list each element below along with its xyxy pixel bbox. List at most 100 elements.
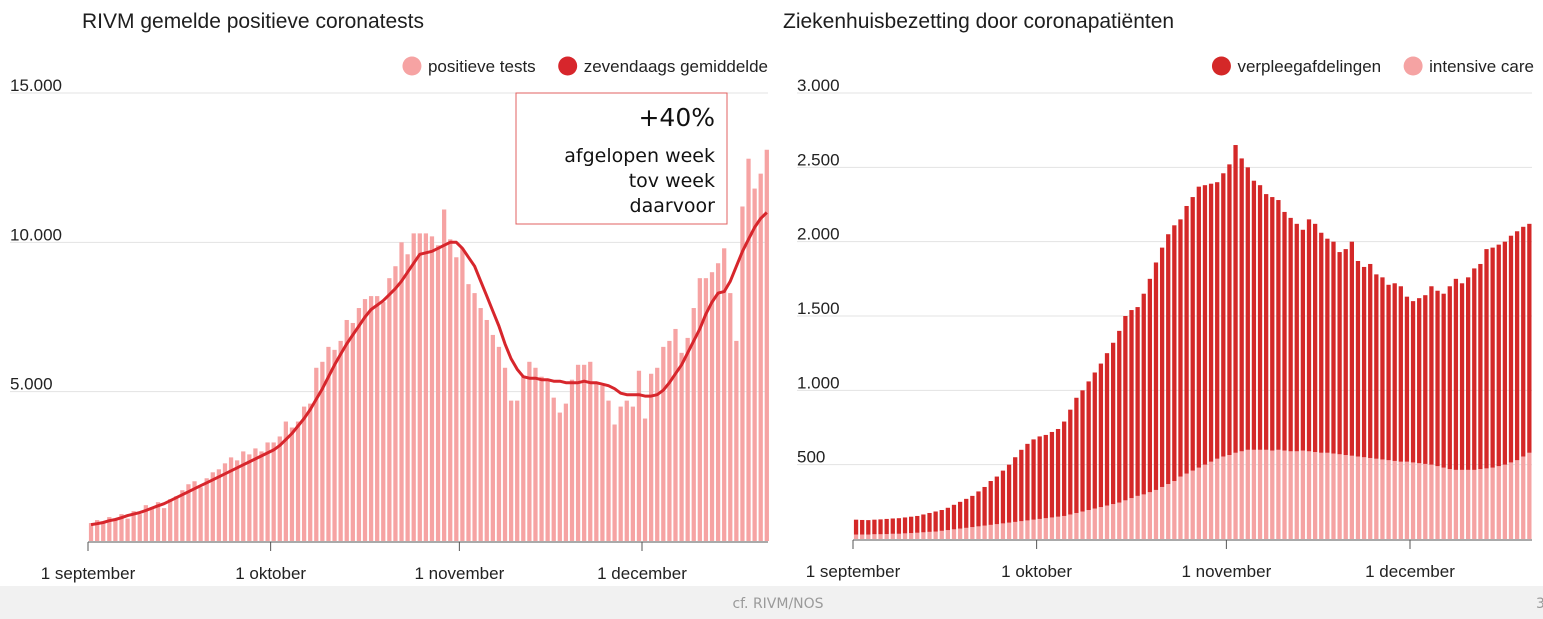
bar [253, 448, 258, 541]
bar-segment [1496, 466, 1501, 539]
bar-segment [1037, 518, 1042, 539]
bar-segment [1172, 225, 1177, 482]
bar-segment [872, 519, 877, 535]
bar-segment [878, 519, 883, 535]
bar [277, 436, 282, 541]
bar-segment [1043, 434, 1048, 519]
bar [186, 484, 191, 541]
bar [308, 403, 313, 541]
bar [210, 472, 215, 541]
y-tick-label: 500 [797, 448, 825, 467]
bar-segment [1502, 464, 1508, 539]
bar-segment [1404, 296, 1410, 462]
bar-segment [1025, 443, 1030, 521]
bar-segment [1257, 449, 1263, 539]
bar-segment [1527, 223, 1532, 453]
bar [600, 385, 605, 541]
bar-segment [884, 518, 889, 535]
annotation-text: daarvoor [630, 195, 716, 217]
bar [107, 517, 112, 541]
bar-segment [1459, 469, 1465, 539]
bar-segment [1043, 518, 1048, 539]
y-tick-label: 10.000 [10, 225, 62, 244]
bar-segment [1325, 238, 1330, 453]
bar [685, 337, 690, 541]
bar-segment [1410, 301, 1416, 463]
bar-segment [1055, 516, 1061, 539]
bar-segment [951, 504, 957, 530]
bar-segment [1080, 390, 1085, 512]
bar-segment [1153, 262, 1159, 490]
bar-segment [1080, 511, 1085, 539]
bar-segment [1092, 508, 1097, 539]
bar [606, 400, 611, 541]
bar [478, 308, 483, 541]
bar-segment [1374, 458, 1379, 539]
bar-segment [1349, 241, 1354, 456]
bar-segment [1521, 456, 1526, 539]
bar [642, 418, 648, 541]
bar-segment [1343, 455, 1348, 539]
bar [484, 319, 489, 541]
bar [362, 299, 368, 541]
bar [752, 188, 757, 541]
bar-segment [1466, 277, 1471, 470]
bar-segment [872, 534, 877, 539]
bar-segment [902, 533, 908, 539]
bar-segment [1398, 461, 1403, 539]
bar-segment [927, 512, 932, 532]
bar [417, 233, 422, 541]
bar-segment [1429, 464, 1434, 539]
bar-segment [1343, 249, 1348, 456]
y-tick-label: 1.500 [797, 299, 840, 318]
bar [557, 412, 562, 541]
bar-segment [909, 516, 914, 534]
bar [289, 427, 295, 541]
bar [435, 245, 441, 541]
bar-segment [1062, 421, 1067, 516]
bar-segment [1000, 523, 1006, 539]
bar [168, 499, 173, 541]
bar-segment [1423, 295, 1428, 464]
bar-segment [1270, 450, 1275, 539]
bar-segment [1117, 502, 1122, 539]
bar-segment [1337, 454, 1342, 539]
bar-segment [1049, 431, 1055, 518]
bar-segment [1196, 186, 1201, 468]
y-tick-label: 2.500 [797, 150, 840, 169]
bar-segment [1135, 307, 1140, 496]
bar [350, 322, 355, 541]
legend-swatch [402, 56, 422, 76]
bar [575, 364, 581, 541]
bar-segment [1490, 467, 1495, 539]
bar-segment [860, 534, 865, 539]
bar-segment [1368, 457, 1373, 539]
bar-segment [1527, 452, 1532, 539]
bar-segment [1233, 452, 1238, 539]
bar [381, 302, 386, 541]
bar [508, 400, 514, 541]
bar-segment [1417, 463, 1422, 539]
bar-segment [1306, 219, 1312, 452]
bar [429, 236, 435, 542]
bar [204, 478, 209, 541]
bar-segment [890, 518, 895, 534]
bar [326, 346, 331, 541]
x-tick-label: 1 december [1365, 562, 1455, 581]
bar-segment [1221, 173, 1226, 457]
bar [618, 406, 623, 541]
bar-segment [1062, 515, 1067, 539]
bar-segment [1417, 298, 1422, 464]
bar [527, 361, 532, 541]
bar [101, 521, 106, 541]
bar-segment [988, 524, 993, 539]
bar-segment [1135, 495, 1140, 539]
x-tick-label: 1 oktober [235, 564, 306, 583]
bar-segment [1068, 409, 1073, 515]
bar-segment [1098, 507, 1104, 539]
annotation-text: tov week [629, 170, 715, 192]
bar-segment [1245, 449, 1250, 539]
bar [539, 376, 544, 541]
bar [460, 248, 465, 541]
bar-segment [890, 533, 895, 539]
